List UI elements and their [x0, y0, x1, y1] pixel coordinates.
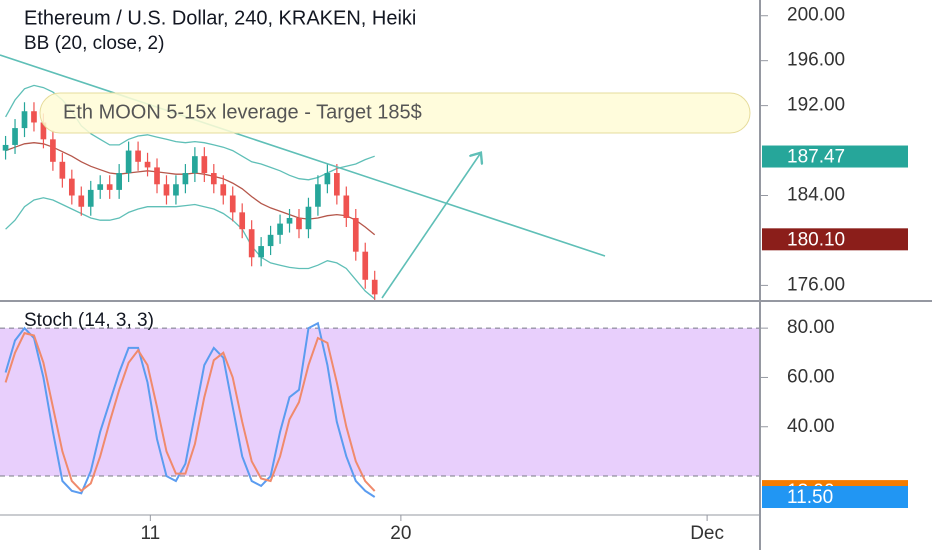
- candle-body: [2, 144, 9, 151]
- bollinger-line: [5, 197, 376, 300]
- candle-body: [116, 173, 122, 190]
- candle-body: [12, 128, 18, 145]
- price-label-box: [762, 145, 908, 168]
- chart-title: Ethereum / U.S. Dollar, 240, KRAKEN, Hei…: [24, 7, 416, 29]
- candle-body: [334, 173, 340, 196]
- price-label: 11.50: [787, 487, 833, 508]
- candle-body: [125, 150, 132, 174]
- y-tick-label: 192.00: [787, 95, 845, 116]
- candle-body: [78, 195, 85, 207]
- stoch-line: [4, 331, 376, 493]
- candle-body: [135, 150, 141, 162]
- price-label: 187.47: [787, 147, 845, 168]
- candle-body: [201, 156, 208, 174]
- y-tick-label: 196.00: [787, 50, 845, 71]
- candle-body: [173, 184, 179, 196]
- candle-body: [352, 217, 359, 252]
- x-tick-label: 11: [140, 523, 160, 544]
- candle-body: [40, 122, 47, 140]
- annotation: Eth MOON 5-15x leverage - Target 185$: [63, 101, 422, 123]
- y-tick-label: 176.00: [787, 274, 845, 295]
- candle-body: [267, 234, 274, 247]
- candle-body: [239, 212, 246, 230]
- y-tick-label: 80.00: [787, 317, 835, 338]
- candle-body: [31, 111, 37, 123]
- candle-body: [106, 184, 113, 190]
- price-label-box: [762, 486, 908, 509]
- indicator-label: BB (20, close, 2): [24, 33, 164, 54]
- y-tick-label: 40.00: [787, 416, 835, 437]
- stoch-line: [4, 321, 376, 498]
- plot-area: [0, 321, 760, 498]
- annotation-bubble: [39, 92, 751, 134]
- candle-body: [59, 161, 66, 179]
- candle-body: [315, 184, 321, 207]
- stoch-band: [0, 328, 760, 477]
- candle-body: [220, 184, 227, 196]
- candle-body: [210, 173, 217, 185]
- trend-line: [0, 54, 606, 257]
- x-tick-label: 20: [390, 523, 411, 544]
- candle-body: [258, 246, 264, 258]
- candle-body: [248, 229, 255, 258]
- candle-body: [229, 195, 236, 213]
- candle-body: [371, 279, 378, 295]
- candle-body: [286, 217, 293, 224]
- plot-area: [2, 84, 378, 300]
- candle-body: [144, 161, 151, 168]
- candle-body: [343, 195, 350, 218]
- target-arrow: [381, 154, 480, 299]
- candle-body: [21, 111, 28, 129]
- candle-body: [50, 139, 56, 162]
- y-tick-label: 200.00: [787, 5, 845, 26]
- y-tick-label: 184.00: [787, 185, 845, 206]
- stoch-title: Stoch (14, 3, 3): [24, 310, 154, 331]
- candle-body: [324, 173, 331, 185]
- candle-body: [277, 223, 283, 235]
- price-label: 180.10: [787, 229, 845, 250]
- candle-body: [296, 217, 302, 230]
- candle-body: [192, 156, 198, 174]
- candle-body: [163, 184, 170, 196]
- candle-body: [68, 178, 75, 196]
- candle-body: [154, 167, 160, 185]
- candle-body: [97, 184, 104, 190]
- price-label-box: [762, 228, 908, 251]
- x-tick-label: Dec: [690, 523, 724, 544]
- candle-body: [182, 173, 189, 185]
- candle-body: [87, 189, 94, 207]
- bollinger-line: [5, 142, 376, 236]
- candle-body: [305, 206, 312, 230]
- y-tick-label: 60.00: [787, 366, 835, 387]
- candle-body: [362, 251, 369, 280]
